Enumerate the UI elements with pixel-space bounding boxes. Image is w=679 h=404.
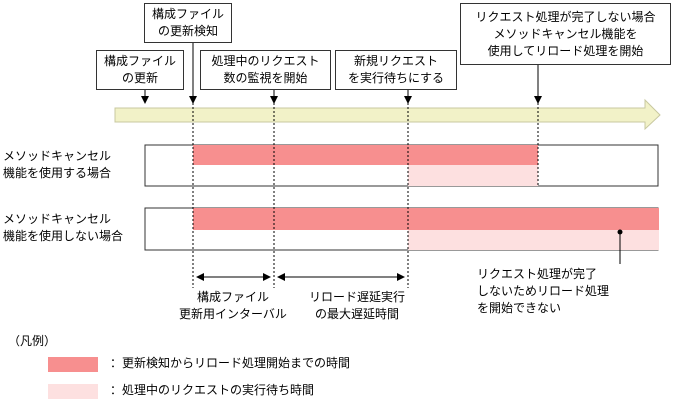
row2-red-bar	[193, 208, 659, 230]
label: の更新検知	[157, 24, 218, 38]
event-cancel-reload: リクエスト処理が完了しない場合 メソッドキャンセル機能を 使用してリロード処理を…	[460, 3, 671, 65]
timeline-arrow	[114, 98, 661, 131]
label: しないためリロード処理	[477, 284, 610, 298]
label: 構成ファイル	[151, 7, 224, 21]
event-queue-new: 新規リクエスト を実行待ちにする	[335, 50, 457, 90]
label: 新規リクエスト	[353, 54, 438, 68]
label: 機能を使用する場合	[3, 166, 112, 180]
legend-title: （凡例）	[8, 334, 57, 348]
legend-swatch-red	[48, 357, 98, 372]
legend-label-red: ：更新検知からリロード処理開始までの時間	[110, 356, 351, 370]
row1-label: メソッドキャンセル 機能を使用する場合	[3, 148, 111, 182]
label: の最大遅延時間	[314, 307, 399, 321]
label: を実行待ちにする	[347, 71, 445, 85]
note-cannot-reload: リクエスト処理が完了 しないためリロード処理 を開始できない	[477, 266, 609, 317]
label: 構成ファイル	[196, 290, 269, 304]
row1-pink-bar	[408, 165, 538, 186]
row2-label: メソッドキャンセル 機能を使用しない場合	[3, 211, 123, 245]
label: リクエスト処理が完了	[477, 267, 598, 281]
event-config-update: 構成ファイル の更新	[96, 50, 184, 90]
label: 数の監視を開始	[223, 71, 308, 85]
legend-label-pink: ：処理中のリクエストの実行待ち時間	[110, 383, 315, 397]
label: リロード遅延実行	[308, 290, 405, 304]
legend-swatch-pink	[48, 384, 98, 399]
row2-pink-bar	[408, 230, 659, 250]
label: 更新用インターバル	[179, 307, 287, 321]
label: 使用してリロード処理を開始	[487, 43, 644, 58]
label: の更新	[121, 71, 158, 85]
event-config-detect: 構成ファイル の更新検知	[144, 3, 232, 43]
label: メソッドキャンセル	[3, 212, 112, 226]
label: メソッドキャンセル機能を	[493, 26, 638, 41]
label: を開始できない	[477, 301, 562, 315]
label: メソッドキャンセル	[3, 149, 112, 163]
label: 機能を使用しない場合	[3, 229, 124, 243]
event-monitor-start: 処理中のリクエスト 数の監視を開始	[200, 50, 331, 90]
label: 処理中のリクエスト	[211, 54, 320, 68]
label: リクエスト処理が完了しない場合	[475, 9, 656, 24]
interval-max-delay-label: リロード遅延実行 の最大遅延時間	[290, 289, 424, 323]
interval-update-label: 構成ファイル 更新用インターバル	[163, 289, 303, 323]
label: 構成ファイル	[103, 54, 176, 68]
row1-red-bar	[193, 145, 538, 165]
